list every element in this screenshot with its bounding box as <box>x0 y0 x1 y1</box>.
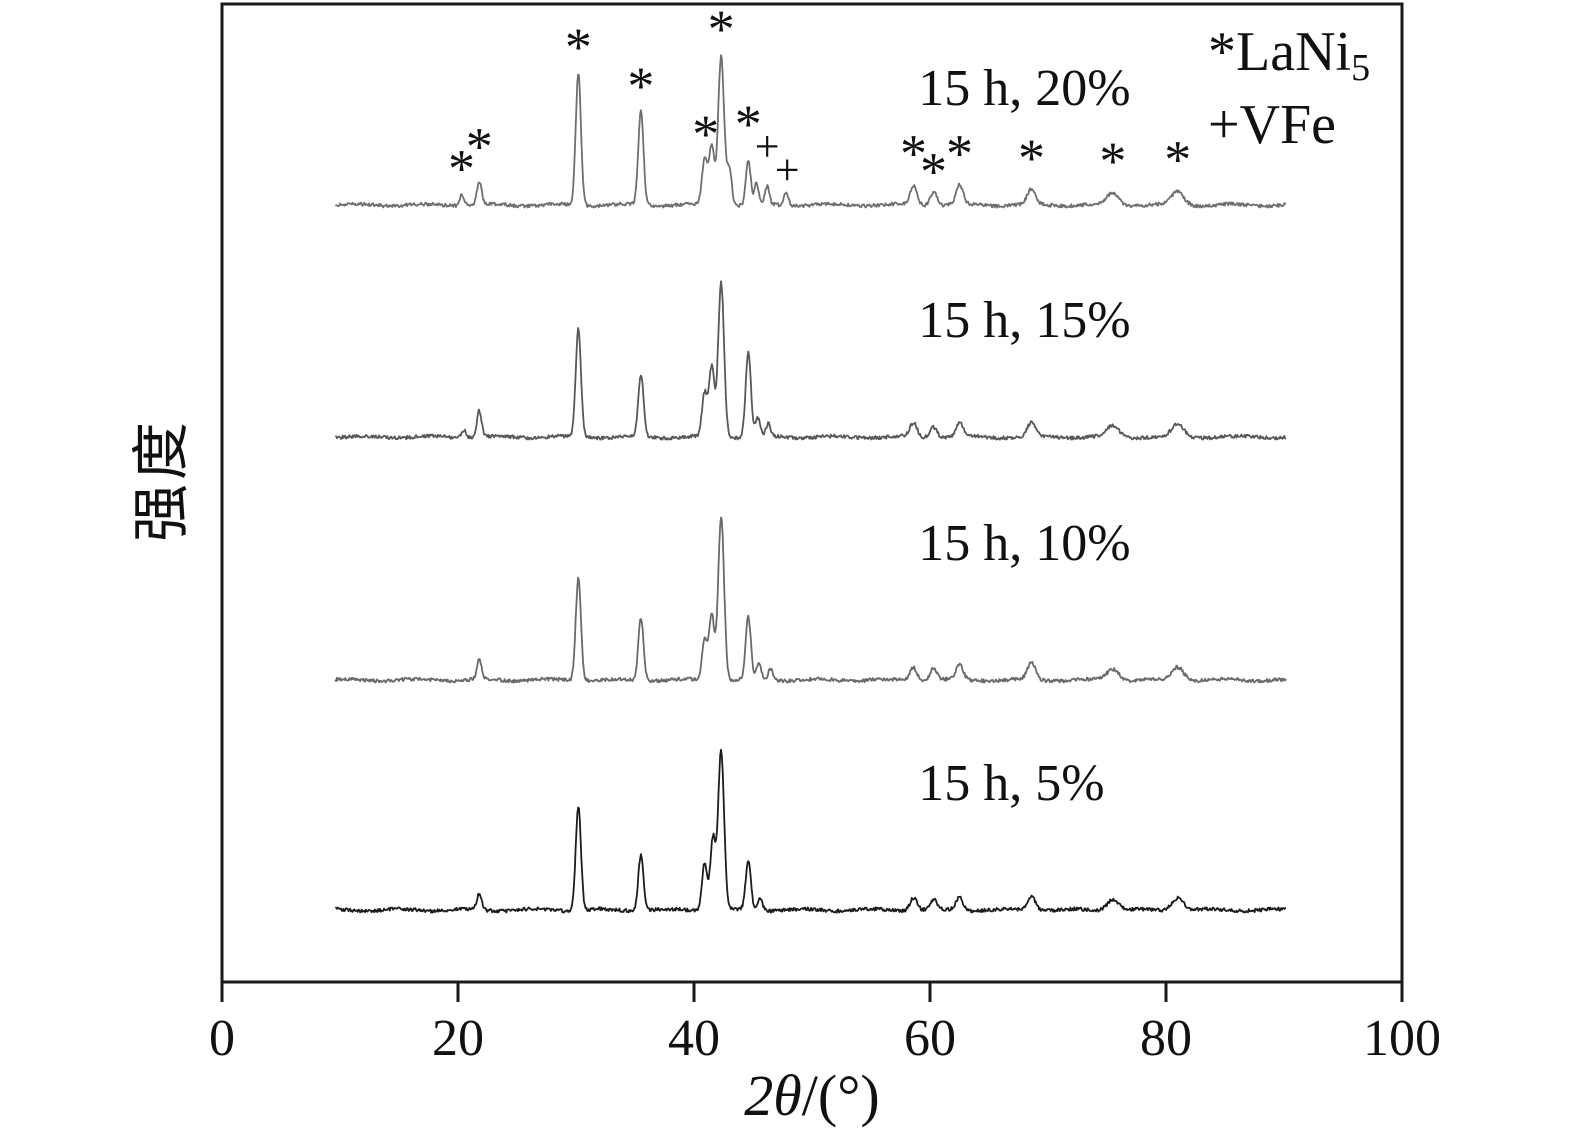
y-axis-label-text: 强度 <box>129 418 194 543</box>
peak-marker-plus-0: + <box>755 122 780 171</box>
x-axis-label-symbol: 2θ <box>744 1063 802 1128</box>
peak-marker-star-1: * <box>466 117 493 177</box>
peak-marker-star-10: * <box>1018 128 1045 188</box>
xrd-trace-3 <box>335 748 1287 914</box>
legend-symbol-star: * <box>1208 21 1236 83</box>
legend-label-vfe: VFe <box>1239 94 1337 157</box>
peak-marker-star-11: * <box>1099 131 1126 191</box>
trace-label-2: 15 h, 10% <box>918 515 1130 572</box>
peak-marker-star-2: * <box>565 17 592 77</box>
x-tick-label-0: 0 <box>209 1010 235 1067</box>
xrd-trace-2 <box>334 516 1287 684</box>
trace-label-3: 15 h, 5% <box>918 755 1104 812</box>
peak-marker-star-6: * <box>735 94 762 154</box>
peak-marker-star-7: * <box>900 124 927 184</box>
peak-marker-plus-1: + <box>775 145 800 194</box>
trace-label-0: 15 h, 20% <box>918 60 1130 117</box>
xrd-trace-0 <box>335 54 1287 209</box>
peak-marker-star-12: * <box>1164 130 1191 190</box>
peak-marker-star-0: * <box>448 139 475 199</box>
x-axis-label: 2θ/(°) <box>222 1062 1402 1129</box>
x-tick-label-100: 100 <box>1363 1010 1441 1067</box>
xrd-trace-1 <box>335 280 1287 441</box>
legend-entry-vfe: +VFe <box>1208 91 1370 159</box>
x-tick-label-40: 40 <box>668 1010 720 1067</box>
y-axis-label: 强度 <box>114 410 194 550</box>
peak-marker-star-8: * <box>920 142 947 202</box>
legend-symbol-plus: + <box>1208 94 1240 157</box>
x-tick-label-20: 20 <box>432 1010 484 1067</box>
x-tick-label-60: 60 <box>904 1010 956 1067</box>
legend-subscript-5: 5 <box>1351 47 1371 89</box>
plot-border <box>220 2 1404 984</box>
peak-marker-star-3: * <box>627 56 654 116</box>
x-axis-label-units: /(°) <box>801 1063 880 1128</box>
legend-entry-lani5: *LaNi5 <box>1208 18 1370 91</box>
peak-marker-star-9: * <box>946 124 973 184</box>
legend: *LaNi5 +VFe <box>1208 18 1370 160</box>
trace-label-1: 15 h, 15% <box>918 292 1130 349</box>
legend-label-lani: LaNi <box>1236 21 1352 83</box>
x-tick-label-80: 80 <box>1140 1010 1192 1067</box>
peak-marker-star-4: * <box>692 104 719 164</box>
peak-marker-star-5: * <box>708 0 735 59</box>
